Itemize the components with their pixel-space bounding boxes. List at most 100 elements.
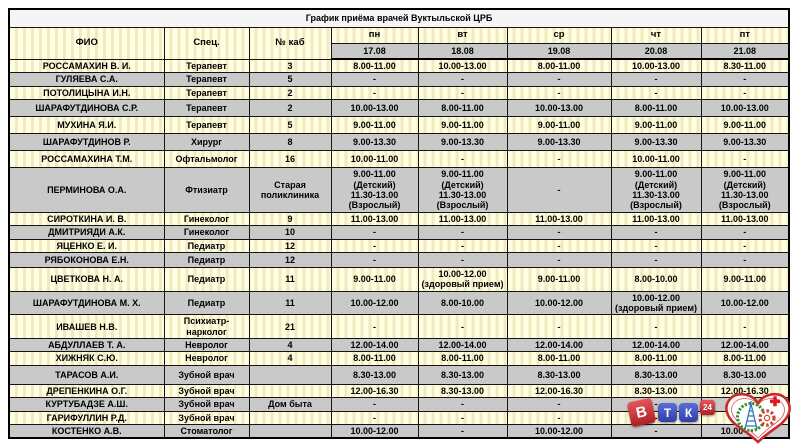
cab-cell: 5 xyxy=(248,116,332,135)
time-cell: 9.00-13.30 xyxy=(506,133,612,152)
cab-cell xyxy=(248,364,332,385)
cab-cell xyxy=(248,383,332,399)
time-cell: - xyxy=(700,238,790,254)
spec-cell: Педиатр xyxy=(163,252,250,269)
spec-cell: Гинеколог xyxy=(163,225,250,240)
table-row: РОССАМАХИНА Т.М. Офтальмолог 16 10.00-11.00… xyxy=(8,150,790,169)
time-cell: - xyxy=(417,410,508,425)
spec-cell: Психиатр-нарколог xyxy=(163,314,250,340)
time-cell: - xyxy=(700,85,790,101)
fio-cell: СИРОТКИНА И. В. xyxy=(8,212,165,227)
fio-cell: ГАРИФУЛЛИН Р.Д. xyxy=(8,410,165,425)
fio-cell: ИВАШЕВ Н.В. xyxy=(8,314,165,340)
spec-cell: Терапевт xyxy=(163,85,250,101)
table-row: ПЕРМИНОВА О.А. Фтизиатр Старая поликлиника… xyxy=(8,167,790,214)
vtk24-logo: В Т К 24 xyxy=(626,391,721,436)
time-cell: 10.00-13.00 xyxy=(700,99,790,118)
fio-cell: ТАРАСОВ А.И. xyxy=(8,364,165,385)
time-cell: - xyxy=(417,314,508,340)
table-row: ХИЖНЯК С.Ю. Невролог 4 8.00-11.00 8.00-11.00… xyxy=(8,351,790,366)
time-cell: - xyxy=(506,150,612,169)
fio-cell: ШАРАФУТДИНОВА С.Р. xyxy=(8,99,165,118)
table-row: ЦВЕТКОВА Н. А. Педиатр 11 9.00-11.00 10.00-1… xyxy=(8,267,790,292)
time-cell: 9.00-13.30 xyxy=(610,133,702,152)
header-fio: ФИО xyxy=(8,27,165,60)
time-cell: - xyxy=(506,252,612,269)
table-row: ДРЕПЕНКИНА О.Г. Зубной врач 12.00-16.30 8.3… xyxy=(8,383,790,399)
time-cell: 10.00-12.00 (здоровый прием) xyxy=(417,267,508,292)
spec-cell: Педиатр xyxy=(163,238,250,254)
cab-cell xyxy=(248,423,332,439)
time-cell: - xyxy=(330,72,419,87)
time-cell: 10.00-12.00 xyxy=(506,290,612,316)
fio-cell: ДРЕПЕНКИНА О.Г. xyxy=(8,383,165,399)
time-cell: - xyxy=(330,314,419,340)
time-cell: 8.30-13.00 xyxy=(700,364,790,385)
time-cell: 11.00-13.00 xyxy=(330,212,419,227)
time-cell: 8.00-11.00 xyxy=(506,351,612,366)
table-row: ЯЦЕНКО Е. И. Педиатр 12- - - - - xyxy=(8,238,790,254)
fio-cell: РЯБОКОНОВА Е.Н. xyxy=(8,252,165,269)
time-cell: 8.00-11.00 xyxy=(506,58,612,74)
time-cell: 8.30-11.00 xyxy=(700,58,790,74)
cab-cell: 4 xyxy=(248,338,332,353)
time-cell: 10.00-11.00 xyxy=(610,150,702,169)
title-row: График приёма врачей Вуктыльской ЦРБ xyxy=(8,8,790,28)
time-cell: - xyxy=(506,167,612,214)
table-row: ДМИТРИЯДИ А.К. Гинеколог 10- - - - - xyxy=(8,225,790,240)
day-header-thu: чт xyxy=(610,27,702,44)
time-cell: 12.00-14.00 xyxy=(417,338,508,353)
time-cell: 9.00-13.30 xyxy=(417,133,508,152)
time-cell: 10.00-12.00 (здоровый прием) xyxy=(610,290,702,316)
cab-cell: 16 xyxy=(248,150,332,169)
time-cell: 9.00-11.00 xyxy=(506,267,612,292)
cab-cell: 2 xyxy=(248,85,332,101)
table-row: РОССАМАХИН В. И. Терапевт 3 8.00-11.00 10.00… xyxy=(8,58,790,74)
cab-cell: 12 xyxy=(248,252,332,269)
time-cell: - xyxy=(610,252,702,269)
cab-cell: 9 xyxy=(248,212,332,227)
date-cell-thu: 20.08 xyxy=(610,43,702,60)
time-cell: - xyxy=(330,252,419,269)
heart-inner-line xyxy=(731,398,785,439)
fio-cell: ЯЦЕНКО Е. И. xyxy=(8,238,165,254)
time-cell: - xyxy=(330,225,419,240)
spec-cell: Терапевт xyxy=(163,72,250,87)
time-cell: 10.00-12.00 xyxy=(700,290,790,316)
time-cell: - xyxy=(506,238,612,254)
fio-cell: ШАРАФУТДИНОВА М. Х. xyxy=(8,290,165,316)
time-cell: - xyxy=(417,238,508,254)
time-cell: 8.00-10.00 xyxy=(610,267,702,292)
time-cell: - xyxy=(330,85,419,101)
time-cell: 8.30-13.00 xyxy=(417,383,508,399)
table-row: ШАРАФУТДИНОВА М. Х. Педиатр 11 10.00-12.00 8… xyxy=(8,290,790,316)
time-cell: 9.00-11.00 xyxy=(330,267,419,292)
spec-cell: Педиатр xyxy=(163,290,250,316)
cab-cell: Дом быта xyxy=(248,397,332,412)
time-cell: 8.30-13.00 xyxy=(610,383,702,399)
table-row: ГУЛЯЕВА С.А. Терапевт 5- - - - - xyxy=(8,72,790,87)
time-cell: 11.00-13.00 xyxy=(700,212,790,227)
day-header-fri: пт xyxy=(700,27,790,44)
time-cell: 9.00-11.00 (Детский) 11.30-13.00 (Взросл… xyxy=(330,167,419,214)
cab-cell: 4 xyxy=(248,351,332,366)
time-cell: - xyxy=(417,150,508,169)
time-cell: 8.00-11.00 xyxy=(610,99,702,118)
time-cell: 9.00-11.00 xyxy=(417,116,508,135)
time-cell: 12.00-14.00 xyxy=(700,338,790,353)
derrick-icon xyxy=(744,401,758,430)
time-cell: 10.00-13.00 xyxy=(610,58,702,74)
date-cell-wed: 19.08 xyxy=(506,43,612,60)
table-row: МУХИНА Я.И. Терапевт 5 9.00-11.00 9.00-11.00… xyxy=(8,116,790,135)
fio-cell: ЦВЕТКОВА Н. А. xyxy=(8,267,165,292)
time-cell: 9.00-11.00 xyxy=(700,267,790,292)
day-header-wed: ср xyxy=(506,27,612,44)
time-cell: - xyxy=(700,225,790,240)
time-cell: 9.00-13.30 xyxy=(330,133,419,152)
time-cell: - xyxy=(330,397,419,412)
time-cell: 8.00-11.00 xyxy=(417,99,508,118)
time-cell: 9.00-13.30 xyxy=(700,133,790,152)
spec-cell: Зубной врач xyxy=(163,397,250,412)
fio-cell: ГУЛЯЕВА С.А. xyxy=(8,72,165,87)
